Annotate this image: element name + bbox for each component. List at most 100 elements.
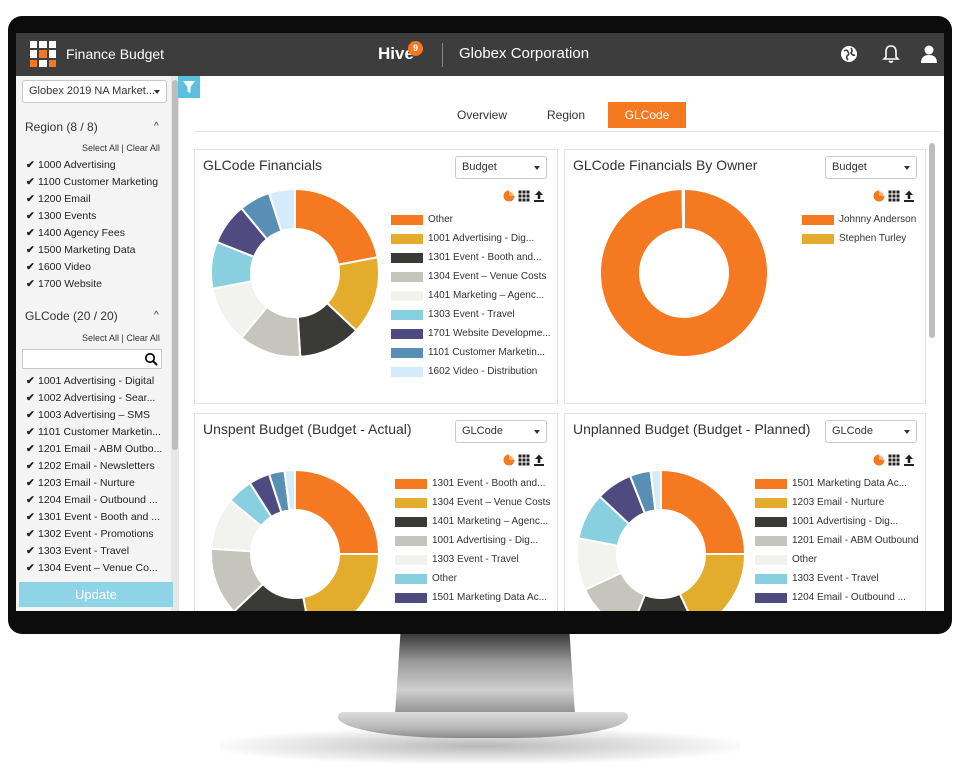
main-scroll-thumb[interactable] — [929, 143, 935, 338]
user-icon[interactable] — [918, 43, 940, 65]
legend-item[interactable]: 1001 Advertising - Dig... — [395, 531, 550, 550]
donut-slice[interactable] — [681, 187, 685, 231]
donut-slice[interactable] — [294, 187, 379, 266]
tab-region[interactable]: Region — [546, 108, 586, 122]
checkbox-item[interactable]: ✔ 1202 Email - Newsletters — [26, 458, 162, 475]
legend-item[interactable]: Other — [391, 210, 551, 229]
legend-item[interactable]: 1301 Event - Booth and... — [391, 248, 551, 267]
region-select-all[interactable]: Select All — [82, 143, 120, 153]
pie-chart-icon[interactable] — [873, 190, 885, 202]
tab-glcode[interactable]: GLCode — [608, 102, 686, 128]
pie-chart-icon[interactable] — [503, 454, 515, 466]
checkbox-item[interactable]: ✔ 1200 Email — [26, 191, 158, 208]
donut-slice[interactable] — [649, 468, 662, 512]
table-view-icon[interactable] — [888, 190, 900, 202]
checkbox-item[interactable]: ✔ 1100 Customer Marketing — [26, 174, 158, 191]
legend-item[interactable]: 1303 Event - Travel — [391, 305, 551, 324]
glcode-clear-all[interactable]: Clear All — [126, 333, 160, 343]
legend-label: 1203 Email - Nurture — [792, 497, 885, 508]
legend-item[interactable]: Johnny Anderson — [802, 210, 916, 229]
checkbox-item[interactable]: ✔ 1000 Advertising — [26, 157, 158, 174]
glcode-search-input[interactable] — [22, 349, 162, 369]
donut-slice[interactable] — [599, 187, 769, 358]
measure-select[interactable]: GLCode — [825, 420, 917, 443]
globe-icon[interactable] — [838, 43, 860, 65]
export-icon[interactable] — [533, 454, 545, 466]
legend-item[interactable]: 1303 Event - Travel — [755, 569, 919, 588]
checkbox-item[interactable]: ✔ 1301 Event - Booth and ... — [26, 509, 162, 526]
donut-slice[interactable] — [630, 592, 697, 611]
table-view-icon[interactable] — [518, 454, 530, 466]
sidebar-scroll-thumb[interactable] — [172, 80, 178, 450]
legend-item[interactable]: 1101 Customer Marketin... — [391, 343, 551, 362]
app-screen: Finance Budget Hive 9 Globex Corporation — [16, 33, 944, 611]
legend-item[interactable]: 1203 Email - Nurture — [755, 493, 919, 512]
measure-select[interactable]: Budget — [455, 156, 547, 179]
region-clear-all[interactable]: Clear All — [126, 143, 160, 153]
donut-slice[interactable] — [267, 187, 296, 233]
legend-item[interactable]: 1401 Marketing – Agenc... — [395, 512, 550, 531]
glcode-collapse-icon[interactable]: ^ — [154, 310, 159, 321]
legend-item[interactable]: 1001 Advertising - Dig... — [391, 229, 551, 248]
donut-slice[interactable] — [302, 553, 381, 611]
app-grid-icon[interactable] — [30, 41, 56, 67]
legend-item[interactable]: 1602 Video - Distribution — [391, 362, 551, 381]
checkmark-icon: ✔ — [26, 278, 35, 290]
checkbox-item[interactable]: ✔ 1204 Email - Outbound ... — [26, 492, 162, 509]
plan-select[interactable]: Globex 2019 NA Market... — [22, 80, 167, 103]
checkbox-item[interactable]: ✔ 1302 Event - Promotions — [26, 526, 162, 543]
checkbox-item[interactable]: ✔ 1003 Advertising – SMS — [26, 407, 162, 424]
checkbox-item[interactable]: ✔ 1304 Event – Venue Co... — [26, 560, 162, 577]
legend-item[interactable]: 1401 Marketing – Agenc... — [391, 286, 551, 305]
checkbox-item[interactable]: ✔ 1400 Agency Fees — [26, 225, 158, 242]
pie-chart-icon[interactable] — [873, 454, 885, 466]
legend-label: 1304 Event – Venue Costs — [432, 497, 551, 508]
checkbox-item[interactable]: ✔ 1101 Customer Marketin... — [26, 424, 162, 441]
checkbox-item[interactable]: ✔ 1600 Video — [26, 259, 158, 276]
table-view-icon[interactable] — [888, 454, 900, 466]
legend-item[interactable]: 1701 Website Developme... — [391, 324, 551, 343]
pie-chart-icon[interactable] — [503, 190, 515, 202]
legend-item[interactable]: 1001 Advertising - Dig... — [755, 512, 919, 531]
legend-item[interactable]: 1204 Email - Outbound ... — [755, 588, 919, 607]
legend-item[interactable]: 1303 Event - Travel — [395, 550, 550, 569]
region-collapse-icon[interactable]: ^ — [154, 121, 159, 132]
checkbox-item[interactable]: ✔ 1001 Advertising - Digital — [26, 373, 162, 390]
region-section-title: Region (8 / 8) — [25, 120, 98, 134]
search-icon[interactable] — [144, 352, 158, 366]
legend-item[interactable]: Other — [755, 550, 919, 569]
export-icon[interactable] — [533, 190, 545, 202]
checkbox-item[interactable]: ✔ 1500 Marketing Data — [26, 242, 158, 259]
donut-slice[interactable] — [232, 582, 311, 611]
legend-item[interactable]: 1301 Event - Booth and... — [395, 474, 550, 493]
donut-slice[interactable] — [283, 468, 296, 512]
tab-overview[interactable]: Overview — [456, 108, 507, 122]
main-scrollbar[interactable] — [928, 143, 936, 611]
checkbox-item[interactable]: ✔ 1303 Event - Travel — [26, 543, 162, 560]
legend-item[interactable]: 1501 Marketing Data Ac... — [395, 588, 550, 607]
legend-item[interactable]: 1304 Event – Venue Costs — [391, 267, 551, 286]
update-button[interactable]: Update — [19, 582, 173, 607]
measure-select[interactable]: GLCode — [455, 420, 547, 443]
measure-select[interactable]: Budget — [825, 156, 917, 179]
legend-item[interactable]: Other — [395, 569, 550, 588]
legend-item[interactable]: 1201 Email - ABM Outbound — [755, 531, 919, 550]
bell-icon[interactable] — [880, 43, 902, 65]
export-icon[interactable] — [903, 454, 915, 466]
donut-slice[interactable] — [294, 468, 381, 555]
table-view-icon[interactable] — [518, 190, 530, 202]
checkbox-item[interactable]: ✔ 1002 Advertising - Sear... — [26, 390, 162, 407]
legend-item[interactable]: Stephen Turley — [802, 229, 916, 248]
legend-item[interactable]: 1304 Event – Venue Costs — [395, 493, 550, 512]
checkbox-item[interactable]: ✔ 1201 Email - ABM Outbo... — [26, 441, 162, 458]
glcode-select-all[interactable]: Select All — [82, 333, 120, 343]
checkbox-item[interactable]: ✔ 1700 Website — [26, 276, 158, 293]
filter-toggle-button[interactable] — [178, 76, 200, 98]
donut-slice[interactable] — [678, 553, 747, 611]
legend-item[interactable]: 1501 Marketing Data Ac... — [755, 474, 919, 493]
export-icon[interactable] — [903, 190, 915, 202]
donut-slice[interactable] — [660, 468, 747, 555]
checkbox-item[interactable]: ✔ 1300 Events — [26, 208, 158, 225]
legend-swatch — [802, 233, 834, 244]
checkbox-item[interactable]: ✔ 1203 Email - Nurture — [26, 475, 162, 492]
